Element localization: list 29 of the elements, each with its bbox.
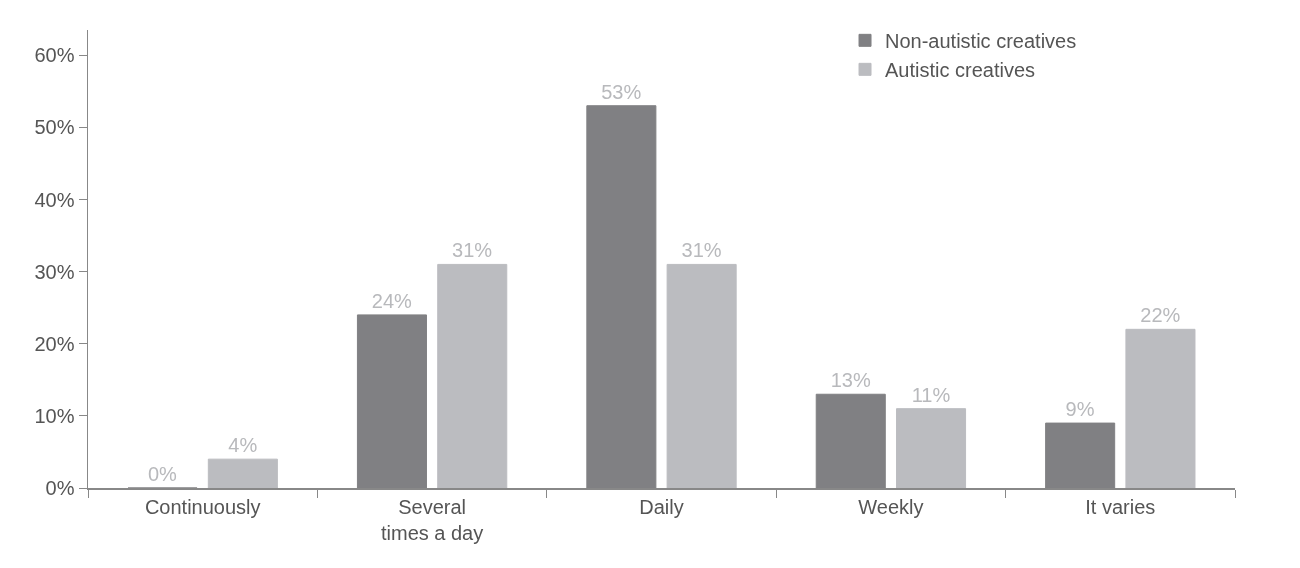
data-label: 13% (830, 369, 871, 392)
data-label: 24% (371, 289, 413, 312)
y-tick-label: 40% (34, 188, 75, 211)
y-tick-label: 30% (34, 260, 75, 283)
data-label: 0% (147, 463, 178, 485)
bar (896, 408, 967, 488)
data-label: 22% (1140, 304, 1181, 327)
data-label: 11% (911, 383, 951, 406)
x-tick-label: Several times a day (380, 495, 484, 544)
bar (437, 263, 508, 488)
data-label: 31% (681, 239, 722, 262)
legend-label: Autistic creatives (885, 59, 1036, 82)
y-tick-label: 20% (34, 332, 75, 355)
x-tick-label: Continuously (144, 495, 261, 518)
data-label: 53% (601, 80, 642, 103)
x-tick-label: Weekly (858, 495, 924, 518)
bar (1125, 328, 1196, 488)
y-tick-label: 50% (34, 116, 75, 139)
data-label: 31% (452, 239, 493, 262)
data-label: 9% (1065, 398, 1095, 421)
x-tick-label: Daily (639, 495, 684, 518)
data-label: 4% (228, 434, 258, 457)
y-tick-label: 10% (34, 404, 75, 427)
bar (666, 263, 737, 488)
y-tick-label: 0% (45, 477, 75, 499)
y-tick-label: 60% (34, 44, 75, 67)
x-tick-label: It varies (1085, 495, 1156, 518)
legend-label: Non-autistic creatives (885, 30, 1077, 53)
bar (207, 458, 278, 488)
